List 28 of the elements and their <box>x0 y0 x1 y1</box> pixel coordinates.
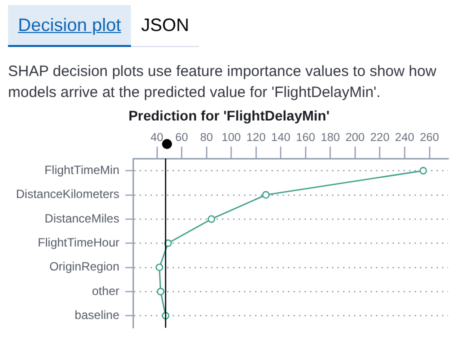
x-tick-label: 180 <box>320 132 340 144</box>
x-tick-label: 60 <box>175 132 188 144</box>
x-tick-label: 220 <box>370 132 390 144</box>
x-tick-label: 100 <box>222 132 241 144</box>
y-tick-label: OriginRegion <box>49 260 120 274</box>
point <box>262 191 270 199</box>
chart-subtitle: SHAP decision plots use feature importance values to show how models arrive at the predicted value for 'FlightDelayMin'. <box>8 62 438 103</box>
x-tick-label: 160 <box>296 132 316 144</box>
x-tick-label: 240 <box>395 132 414 144</box>
x-tick-label: 260 <box>420 132 440 144</box>
y-tick-label: baseline <box>74 308 120 322</box>
y-tick-label: DistanceKilometers <box>16 187 120 202</box>
x-tick-label: 140 <box>271 132 290 144</box>
point <box>208 215 216 223</box>
chart-title: Prediction for 'FlightDelayMin' <box>128 107 330 124</box>
x-tick-label: 200 <box>346 132 365 144</box>
text: Decision plot <box>8 5 132 47</box>
x-tick-label: 80 <box>200 132 213 144</box>
x-tick-label: 40 <box>150 132 164 144</box>
point <box>419 166 428 174</box>
y-tick-label: other <box>92 284 120 298</box>
y-tick-label: FlightTimeMin <box>44 163 120 177</box>
y-tick-label: FlightTimeHour <box>38 236 120 250</box>
text: JSON <box>140 14 190 37</box>
x-tick-label: 120 <box>246 132 266 144</box>
point <box>156 288 164 296</box>
point <box>156 264 164 272</box>
y-tick-label: DistanceMiles <box>44 211 120 226</box>
